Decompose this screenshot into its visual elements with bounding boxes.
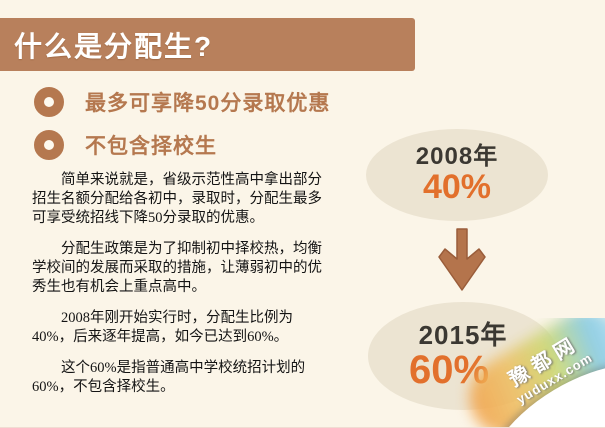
stat-bubble-2015: 2015年 60% xyxy=(368,302,558,410)
paragraph: 2008年刚开始实行时，分配生比例为40%，后来逐年提高，如今已达到60%。 xyxy=(32,310,293,345)
stat-value: 40% xyxy=(422,168,492,207)
bullet-item-exclusion: 不包含择校生 xyxy=(34,130,217,160)
bullet-item-discount: 最多可享降50分录取优惠 xyxy=(34,87,330,117)
paragraph: 这个60%是指普通高中学校统招计划的60%，不包含择校生。 xyxy=(32,360,306,395)
paragraph: 分配生政策是为了抑制初中择校热，均衡学校间的发展而采取的措施，让薄弱初中的优秀生… xyxy=(32,241,322,295)
stat-year-label: 2015年 xyxy=(418,319,508,350)
header-bar: 什么是分配生? xyxy=(0,18,415,71)
stat-value: 60% xyxy=(408,348,490,393)
page-title: 什么是分配生? xyxy=(14,30,214,62)
body-text: 简单来说就是，省级示范性高中拿出部分招生名额分配给各初中，录取时，分配生最多可享… xyxy=(32,171,322,409)
ring-bullet-icon xyxy=(34,87,64,117)
paragraph: 简单来说就是，省级示范性高中拿出部分招生名额分配给各初中，录取时，分配生最多可享… xyxy=(32,172,322,226)
ring-bullet-icon xyxy=(34,130,64,160)
down-arrow-icon xyxy=(438,228,486,291)
stat-year-label: 2008年 xyxy=(415,142,499,170)
bullet-label: 不包含择校生 xyxy=(85,135,217,158)
bullet-label: 最多可享降50分录取优惠 xyxy=(85,92,331,115)
stat-bubble-2008: 2008年 40% xyxy=(366,129,548,221)
